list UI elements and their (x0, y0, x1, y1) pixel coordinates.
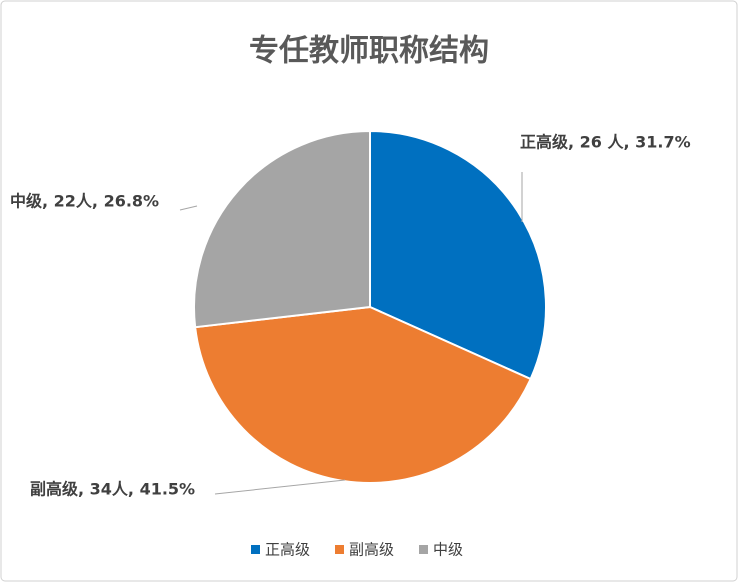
data-label: 正高级, 26 人, 31.7% (520, 133, 691, 152)
data-label: 副高级, 34人, 41.5% (30, 480, 195, 499)
pie-slice (193, 129, 371, 329)
pie-slice (369, 129, 547, 381)
chart-title: 专任教师职称结构 (249, 34, 489, 69)
leader-line (179, 205, 198, 211)
legend-swatch (251, 545, 260, 554)
legend-swatch (335, 545, 344, 554)
legend-label: 副高级 (349, 541, 394, 559)
legend-label: 中级 (433, 541, 463, 559)
leader-line (214, 479, 346, 495)
legend-label: 正高级 (265, 541, 310, 559)
legend-swatch (419, 545, 428, 554)
pie-slice (194, 305, 532, 484)
data-label: 中级, 22人, 26.8% (10, 192, 159, 211)
